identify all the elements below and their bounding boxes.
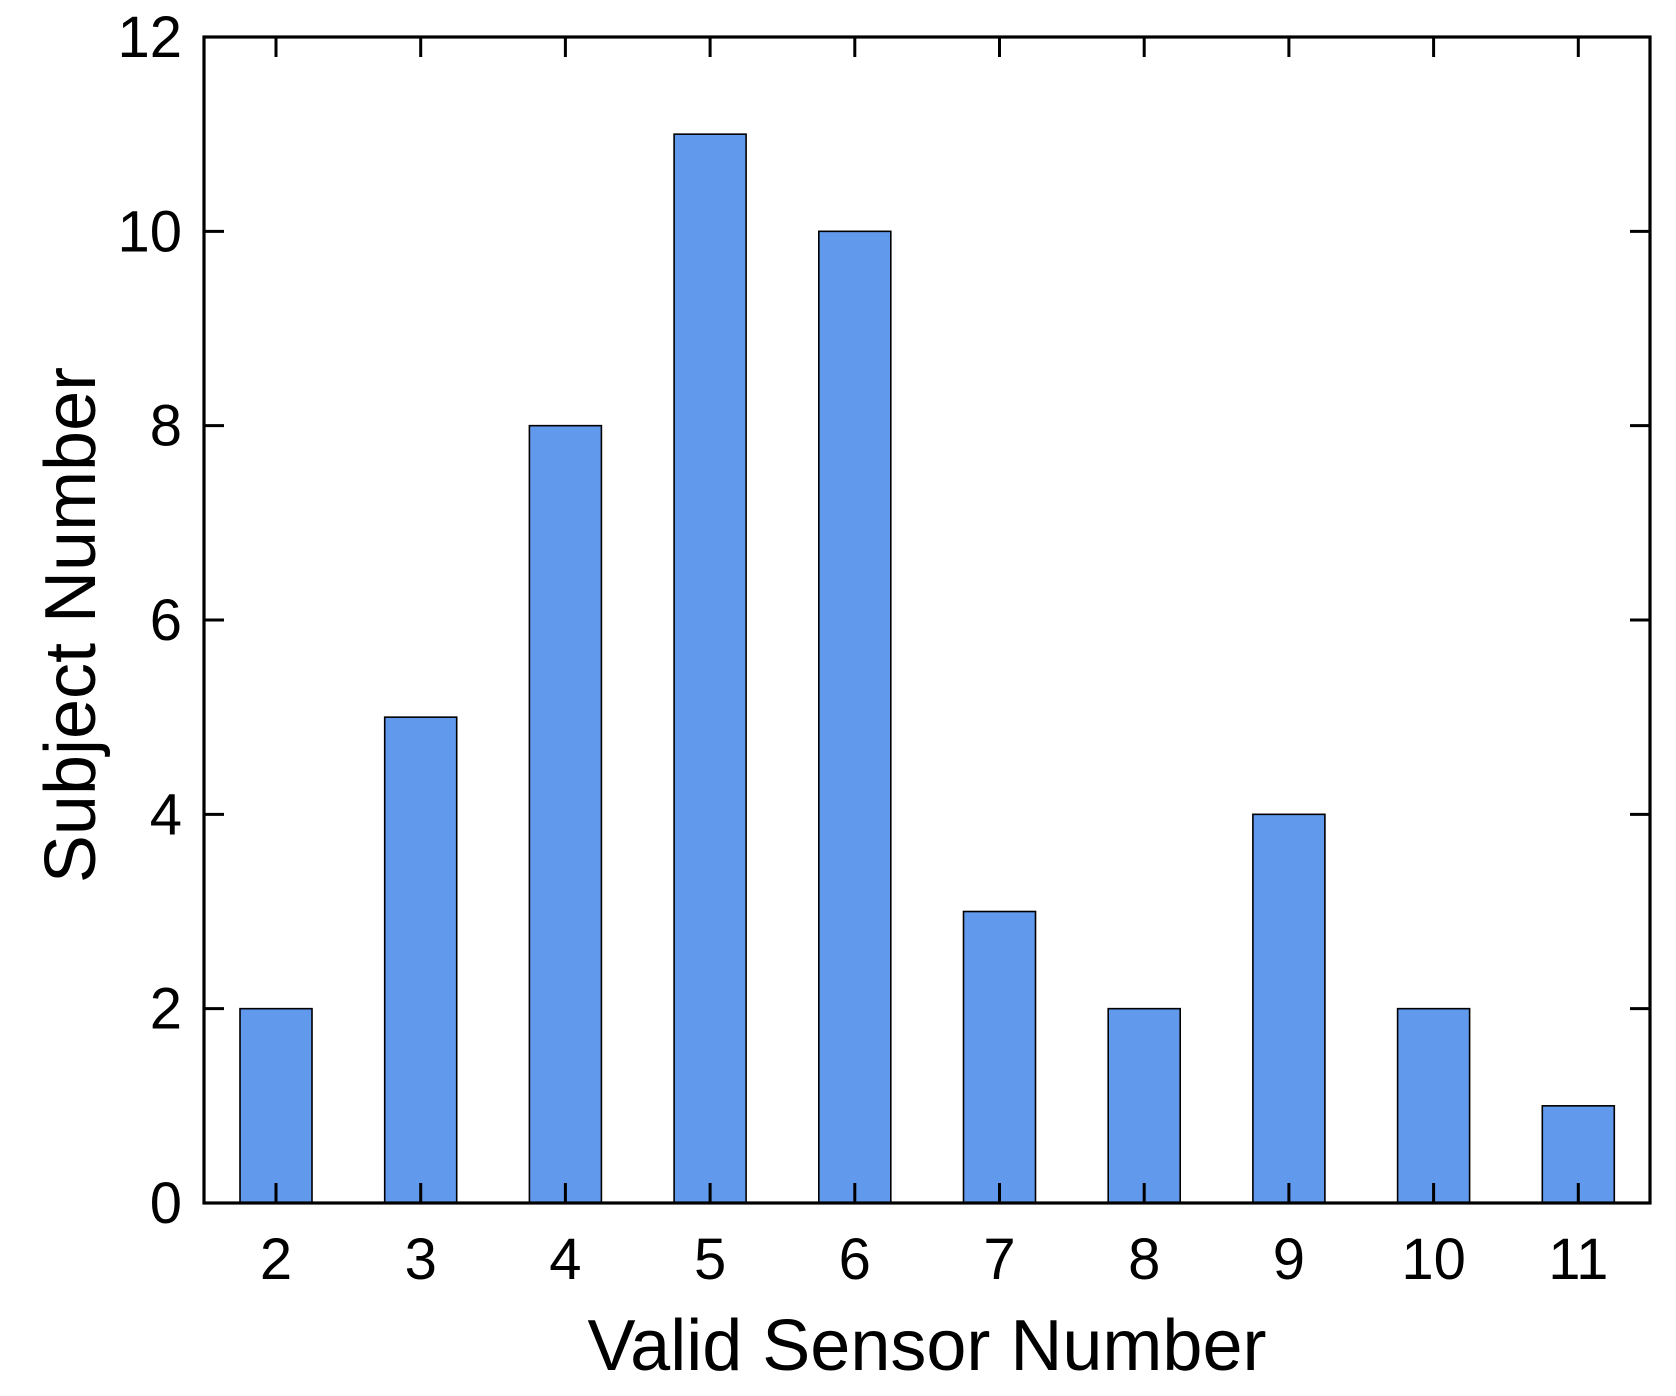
x-tick-label: 3	[405, 1227, 437, 1292]
y-tick-label: 12	[117, 5, 182, 70]
bar-4	[528, 424, 603, 1204]
x-tick-label: 9	[1273, 1227, 1305, 1292]
y-tick-label: 4	[150, 782, 182, 847]
y-tick-label: 8	[150, 394, 182, 459]
bar-10	[1396, 1007, 1471, 1204]
bar-9	[1252, 813, 1326, 1204]
x-tick-label: 11	[1548, 1227, 1608, 1292]
bar-5	[673, 133, 747, 1204]
y-tick-label: 6	[150, 588, 182, 653]
y-tick-label: 2	[150, 977, 182, 1042]
bar-6	[817, 230, 892, 1204]
x-tick-label: 7	[983, 1227, 1015, 1292]
x-tick-label: 2	[260, 1227, 292, 1292]
bar-3	[383, 716, 458, 1204]
x-tick-label: 8	[1128, 1227, 1160, 1292]
bar-7	[962, 910, 1037, 1204]
y-tick-label: 0	[150, 1171, 182, 1236]
x-tick-label: 4	[549, 1227, 581, 1292]
bar-8	[1107, 1007, 1181, 1204]
axes-group: 0 2 4 6 8 10 12 2 3 4 5 6 7 8 9 10 11	[117, 5, 1652, 1292]
x-tick-label: 5	[694, 1227, 726, 1292]
x-tick-label: 6	[839, 1227, 871, 1292]
x-tick-label: 10	[1401, 1227, 1466, 1292]
labels-group: Valid Sensor Number Subject Number	[31, 367, 1266, 1386]
y-tick-label: 10	[117, 199, 182, 264]
bar-2	[239, 1007, 313, 1204]
bars-group	[239, 133, 1616, 1204]
y-axis-title: Subject Number	[31, 367, 111, 883]
x-axis-title: Valid Sensor Number	[588, 1306, 1267, 1386]
